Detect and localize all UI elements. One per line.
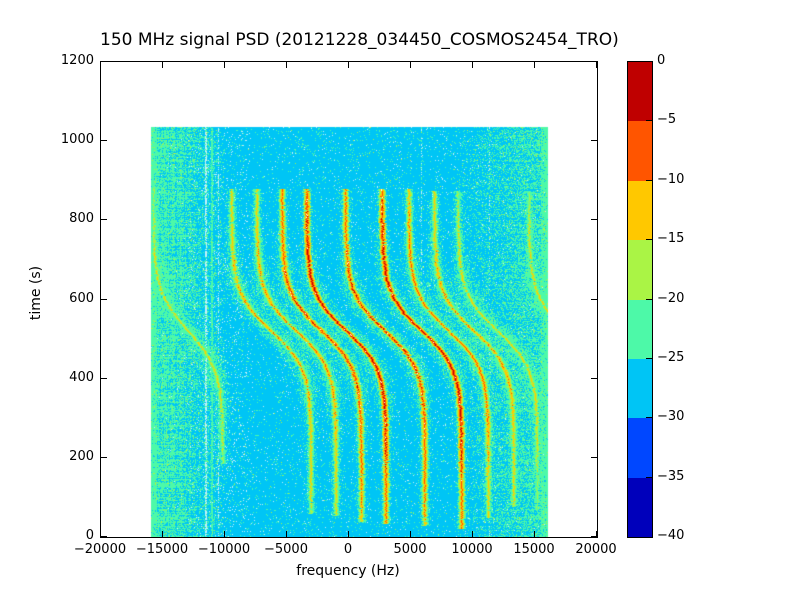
axis-tick-mark bbox=[101, 536, 107, 537]
axis-tick-mark bbox=[596, 62, 597, 68]
chart-title: 150 MHz signal PSD (20121228_034450_COSM… bbox=[100, 30, 619, 50]
axis-tick-mark bbox=[101, 219, 107, 221]
spectrogram-heatmap bbox=[101, 62, 597, 537]
y-tick-label: 400 bbox=[69, 369, 94, 385]
axis-tick-mark bbox=[100, 531, 101, 537]
colorbar-segment bbox=[628, 121, 652, 181]
axis-tick-mark bbox=[224, 62, 225, 68]
axis-tick-mark bbox=[646, 298, 652, 300]
colorbar-tick-label: −40 bbox=[657, 528, 685, 543]
colorbar-segment bbox=[628, 180, 652, 241]
colorbar-tick-label: −5 bbox=[657, 112, 677, 128]
axis-tick-mark bbox=[591, 377, 597, 379]
axis-tick-mark bbox=[162, 531, 163, 537]
x-tick-label: −10000 bbox=[197, 542, 251, 557]
axis-tick-mark bbox=[646, 120, 652, 122]
axis-tick-mark bbox=[100, 62, 101, 68]
axis-tick-mark bbox=[101, 456, 107, 458]
x-tick-label: −15000 bbox=[135, 542, 189, 557]
axis-tick-mark bbox=[472, 531, 473, 537]
axis-tick-mark bbox=[646, 357, 652, 359]
axis-tick-mark bbox=[591, 456, 597, 458]
axis-tick-mark bbox=[646, 476, 652, 478]
colorbar-tick-label: −10 bbox=[657, 171, 685, 187]
axis-tick-mark bbox=[101, 298, 107, 300]
x-tick-label: −5000 bbox=[264, 542, 308, 557]
axis-tick-mark bbox=[591, 140, 597, 142]
x-tick-label: 20000 bbox=[575, 542, 617, 557]
y-tick-label: 1000 bbox=[60, 132, 94, 148]
axis-tick-mark bbox=[101, 61, 107, 62]
y-tick-label: 200 bbox=[69, 448, 94, 464]
colorbar-segment bbox=[628, 358, 652, 419]
y-tick-label: 800 bbox=[69, 211, 94, 227]
axis-tick-mark bbox=[534, 62, 535, 68]
x-tick-label: −20000 bbox=[73, 542, 127, 557]
colorbar-tick-label: −20 bbox=[657, 290, 685, 306]
colorbar-segment bbox=[628, 240, 652, 300]
colorbar-tick-label: 0 bbox=[657, 53, 666, 68]
colorbar-tick-label: −15 bbox=[657, 231, 685, 247]
colorbar-segment bbox=[628, 418, 652, 478]
axis-tick-mark bbox=[591, 219, 597, 221]
axis-tick-mark bbox=[101, 377, 107, 379]
colorbar bbox=[627, 61, 653, 538]
axis-tick-mark bbox=[348, 531, 349, 537]
colorbar-segment bbox=[628, 477, 652, 537]
y-tick-label: 1200 bbox=[60, 53, 94, 68]
axis-tick-mark bbox=[410, 62, 411, 68]
colorbar-tick-label: −35 bbox=[657, 468, 685, 484]
colorbar-segment bbox=[628, 299, 652, 359]
axis-tick-mark bbox=[162, 62, 163, 68]
plot-area bbox=[100, 61, 598, 538]
axis-tick-mark bbox=[596, 531, 597, 537]
axis-tick-mark bbox=[224, 531, 225, 537]
x-tick-label: 5000 bbox=[393, 542, 427, 557]
axis-tick-mark bbox=[286, 62, 287, 68]
x-tick-label: 15000 bbox=[513, 542, 555, 557]
axis-tick-mark bbox=[646, 239, 652, 241]
colorbar-segment bbox=[628, 62, 652, 122]
axis-tick-mark bbox=[591, 298, 597, 300]
y-tick-label: 600 bbox=[69, 290, 94, 306]
colorbar-tick-label: −25 bbox=[657, 349, 685, 365]
axis-tick-mark bbox=[534, 531, 535, 537]
axis-tick-mark bbox=[101, 140, 107, 142]
x-tick-label: 0 bbox=[343, 542, 353, 557]
x-axis-label: frequency (Hz) bbox=[296, 563, 400, 579]
axis-tick-mark bbox=[286, 531, 287, 537]
axis-tick-mark bbox=[646, 179, 652, 181]
axis-tick-mark bbox=[646, 417, 652, 419]
axis-tick-mark bbox=[591, 61, 597, 62]
y-tick-label: 0 bbox=[85, 528, 94, 543]
axis-tick-mark bbox=[348, 62, 349, 68]
axis-tick-mark bbox=[591, 536, 597, 537]
x-tick-label: 10000 bbox=[451, 542, 493, 557]
axis-tick-mark bbox=[410, 531, 411, 537]
axis-tick-mark bbox=[472, 62, 473, 68]
colorbar-tick-label: −30 bbox=[657, 409, 685, 425]
